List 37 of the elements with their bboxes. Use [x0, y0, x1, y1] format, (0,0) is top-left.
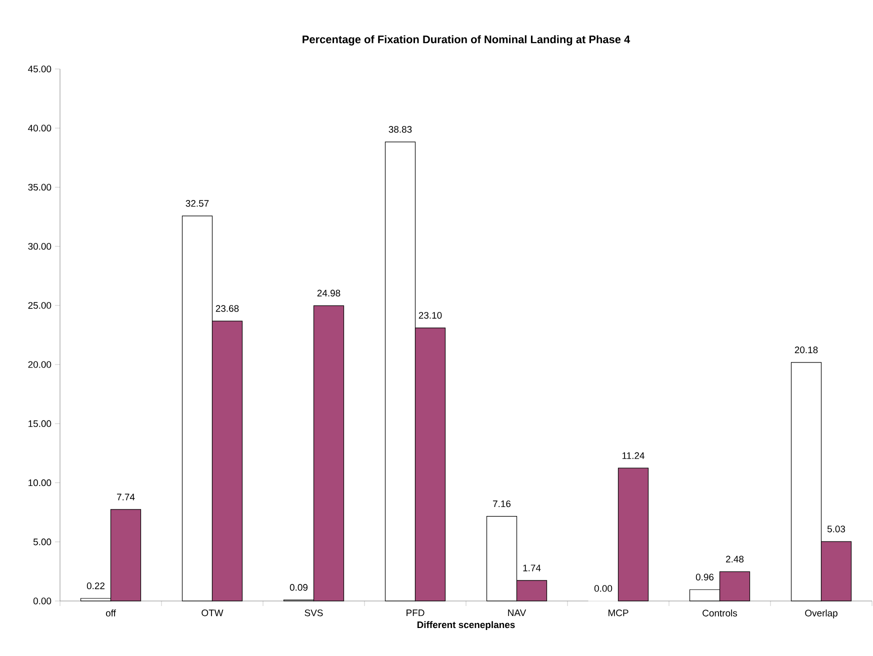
data-label: 5.03	[827, 526, 846, 532]
y-tick-label: 10.00	[28, 479, 52, 486]
data-label: 20.18	[794, 346, 818, 354]
data-label: 23.10	[418, 312, 442, 319]
data-label: 7.16	[493, 500, 511, 508]
data-label: 0.96	[696, 574, 714, 580]
data-label: 0.00	[594, 585, 612, 592]
x-tick-label: NAV	[508, 610, 526, 616]
data-label: 38.83	[388, 126, 412, 133]
y-tick-label: 45.00	[28, 66, 52, 72]
bar	[618, 468, 649, 602]
x-tick-label: off	[106, 609, 116, 616]
data-label: 0.22	[86, 582, 104, 590]
y-tick-label: 25.00	[28, 302, 52, 309]
data-label: 32.57	[186, 200, 209, 207]
x-tick-label: Controls	[702, 610, 738, 616]
y-tick-label: 5.00	[33, 538, 52, 546]
data-label: 1.74	[523, 564, 541, 572]
data-label: 23.68	[216, 305, 239, 312]
x-tick-label: MCP	[608, 610, 628, 616]
x-tick-label: OTW	[202, 610, 224, 616]
y-tick-label: 30.00	[28, 242, 52, 250]
x-tick-label: Overlap	[805, 610, 838, 618]
x-axis-title: Different sceneplanes	[417, 621, 515, 630]
data-label: 0.09	[290, 584, 308, 591]
data-label: 7.74	[117, 494, 135, 500]
data-label: 24.98	[317, 290, 340, 296]
y-tick-label: 20.00	[28, 361, 52, 368]
y-tick-label: 15.00	[28, 420, 52, 428]
x-tick-label: SVS	[304, 610, 323, 616]
y-tick-label: 35.00	[28, 184, 52, 191]
x-tick-label: PFD	[406, 610, 424, 616]
y-tick-label: 40.00	[28, 124, 52, 132]
data-label: 11.24	[622, 452, 644, 459]
data-label: 2.48	[726, 556, 744, 562]
y-tick-label: 0.00	[33, 598, 52, 604]
chart-title: Percentage of Fixation Duration of Nominal Landing at Phase 4	[302, 35, 630, 46]
